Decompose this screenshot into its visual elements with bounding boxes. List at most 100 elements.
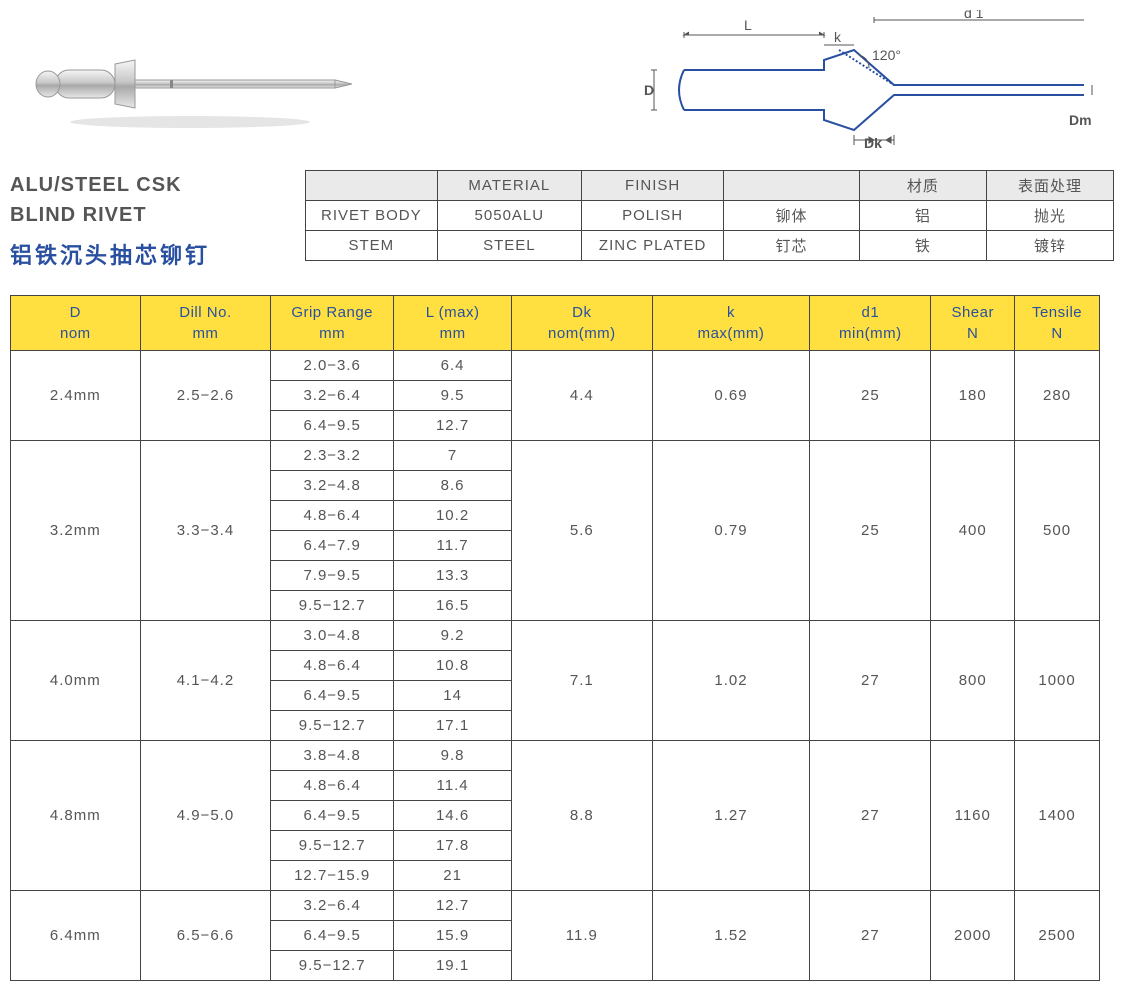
spec-row: 2.4mm2.5−2.62.0−3.66.44.40.6925180280 [11, 351, 1100, 381]
spec-cell: 6.4−9.5 [271, 921, 394, 951]
spec-cell: 3.2−6.4 [271, 891, 394, 921]
spec-cell: 27 [810, 891, 931, 981]
material-row-stem: STEM STEEL ZINC PLATED 钉芯 铁 镀锌 [306, 231, 1114, 261]
title-chinese: 铝铁沉头抽芯铆钉 [10, 238, 305, 270]
mat-body-material: 5050ALU [437, 201, 582, 231]
spec-cell: 27 [810, 741, 931, 891]
mat-h-finish-cn: 表面处理 [986, 171, 1113, 201]
spec-cell: 2500 [1015, 891, 1100, 981]
spec-cell: 7 [394, 441, 512, 471]
spec-cell: 9.5−12.7 [271, 711, 394, 741]
spec-body: 2.4mm2.5−2.62.0−3.66.44.40.69251802803.2… [11, 351, 1100, 981]
spec-header-cell: d1min(mm) [810, 296, 931, 351]
mat-h-finish: FINISH [582, 171, 724, 201]
mat-stem-material: STEEL [437, 231, 582, 261]
spec-cell: 4.4 [512, 351, 653, 441]
product-photo [10, 10, 370, 150]
spec-cell: 25 [810, 351, 931, 441]
spec-cell: 7.9−9.5 [271, 561, 394, 591]
spec-cell: 1160 [931, 741, 1015, 891]
spec-cell: 6.4mm [11, 891, 141, 981]
title-block: ALU/STEEL CSK BLIND RIVET 铝铁沉头抽芯铆钉 [10, 170, 305, 270]
spec-cell: 11.4 [394, 771, 512, 801]
spec-cell: 2.0−3.6 [271, 351, 394, 381]
technical-diagram: L d 1 k 120° D Dk Dm [370, 10, 1114, 150]
spec-header-cell: Grip Rangemm [271, 296, 394, 351]
spec-cell: 0.69 [652, 351, 810, 441]
spec-cell: 2.5−2.6 [140, 351, 271, 441]
material-row-body: RIVET BODY 5050ALU POLISH 铆体 铝 抛光 [306, 201, 1114, 231]
spec-cell: 16.5 [394, 591, 512, 621]
spec-cell: 6.4 [394, 351, 512, 381]
title-english-line1: ALU/STEEL CSK [10, 170, 305, 200]
spec-cell: 500 [1015, 441, 1100, 621]
spec-cell: 6.4−9.5 [271, 681, 394, 711]
mat-stem-finish-cn: 镀锌 [986, 231, 1113, 261]
spec-cell: 180 [931, 351, 1015, 441]
spec-cell: 4.8mm [11, 741, 141, 891]
spec-cell: 0.79 [652, 441, 810, 621]
material-header-row: MATERIAL FINISH 材质 表面处理 [306, 171, 1114, 201]
spec-cell: 800 [931, 621, 1015, 741]
spec-cell: 280 [1015, 351, 1100, 441]
spec-cell: 17.8 [394, 831, 512, 861]
spec-cell: 15.9 [394, 921, 512, 951]
spec-cell: 10.2 [394, 501, 512, 531]
spec-header-row: DnomDill No.mmGrip RangemmL (max)mmDknom… [11, 296, 1100, 351]
spec-cell: 11.9 [512, 891, 653, 981]
spec-cell: 400 [931, 441, 1015, 621]
spec-cell: 3.2mm [11, 441, 141, 621]
spec-cell: 4.8−6.4 [271, 651, 394, 681]
spec-cell: 6.4−9.5 [271, 411, 394, 441]
spec-cell: 6.4−9.5 [271, 801, 394, 831]
top-section: L d 1 k 120° D Dk Dm [10, 10, 1114, 150]
spec-cell: 4.8−6.4 [271, 771, 394, 801]
spec-header-cell: ShearN [931, 296, 1015, 351]
spec-cell: 4.9−5.0 [140, 741, 271, 891]
spec-cell: 8.6 [394, 471, 512, 501]
spec-cell: 6.4−7.9 [271, 531, 394, 561]
title-english-line2: BLIND RIVET [10, 200, 305, 230]
spec-cell: 17.1 [394, 711, 512, 741]
spec-header-cell: kmax(mm) [652, 296, 810, 351]
spec-cell: 3.0−4.8 [271, 621, 394, 651]
spec-cell: 2.3−3.2 [271, 441, 394, 471]
mat-h-material-cn: 材质 [859, 171, 986, 201]
label-D: D [644, 82, 654, 98]
spec-cell: 12.7 [394, 411, 512, 441]
spec-cell: 9.5−12.7 [271, 591, 394, 621]
spec-cell: 5.6 [512, 441, 653, 621]
spec-cell: 1400 [1015, 741, 1100, 891]
spec-cell: 1.52 [652, 891, 810, 981]
spec-header-cell: TensileN [1015, 296, 1100, 351]
label-k: k [834, 29, 842, 45]
label-d1: d 1 [964, 10, 984, 21]
spec-cell: 3.2−6.4 [271, 381, 394, 411]
spec-cell: 3.8−4.8 [271, 741, 394, 771]
spec-header-cell: L (max)mm [394, 296, 512, 351]
spec-cell: 14.6 [394, 801, 512, 831]
spec-row: 6.4mm6.5−6.63.2−6.412.711.91.52272000250… [11, 891, 1100, 921]
mat-body-label-cn: 铆体 [724, 201, 860, 231]
spec-cell: 9.5−12.7 [271, 951, 394, 981]
mat-body-label: RIVET BODY [306, 201, 437, 231]
spec-cell: 12.7 [394, 891, 512, 921]
mat-h-material: MATERIAL [437, 171, 582, 201]
spec-cell: 2.4mm [11, 351, 141, 441]
spec-cell: 7.1 [512, 621, 653, 741]
spec-cell: 3.3−3.4 [140, 441, 271, 621]
spec-cell: 21 [394, 861, 512, 891]
spec-header-cell: Dknom(mm) [512, 296, 653, 351]
spec-cell: 1000 [1015, 621, 1100, 741]
specification-table: DnomDill No.mmGrip RangemmL (max)mmDknom… [10, 295, 1100, 981]
label-Dk: Dk [864, 135, 882, 150]
spec-cell: 25 [810, 441, 931, 621]
mid-section: ALU/STEEL CSK BLIND RIVET 铝铁沉头抽芯铆钉 MATER… [10, 170, 1114, 270]
spec-cell: 11.7 [394, 531, 512, 561]
spec-cell: 4.8−6.4 [271, 501, 394, 531]
spec-header-cell: Dnom [11, 296, 141, 351]
mat-body-finish: POLISH [582, 201, 724, 231]
spec-cell: 1.27 [652, 741, 810, 891]
spec-cell: 3.2−4.8 [271, 471, 394, 501]
spec-cell: 9.2 [394, 621, 512, 651]
